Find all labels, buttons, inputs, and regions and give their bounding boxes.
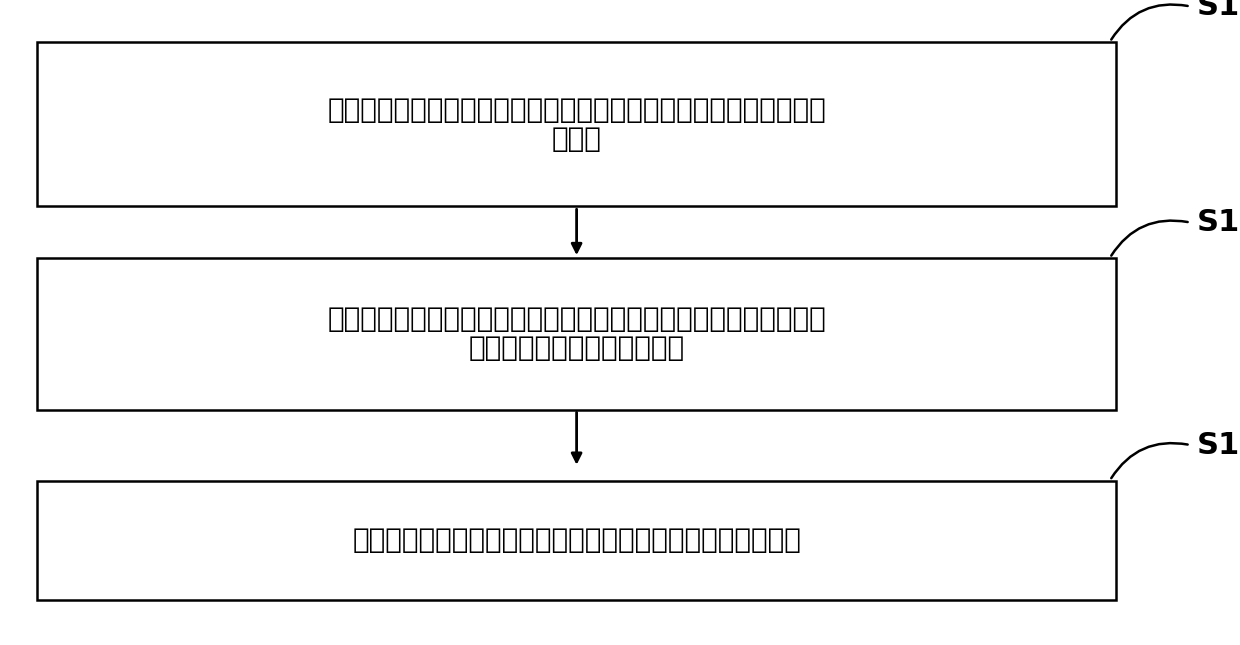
FancyBboxPatch shape [37,42,1116,206]
Text: S120: S120 [1197,208,1240,237]
FancyBboxPatch shape [37,481,1116,600]
Text: S130: S130 [1197,431,1240,459]
Text: 获取电机的当前转速，根据所述当前转速与设定最高转速确定电流环: 获取电机的当前转速，根据所述当前转速与设定最高转速确定电流环 [327,95,826,124]
Text: S110: S110 [1197,0,1240,21]
Text: 参考值: 参考值 [552,124,601,153]
Text: 获取电机的三相电流，根据所述三相电流及所述电流环参考值进行比: 获取电机的三相电流，根据所述三相电流及所述电流环参考值进行比 [327,305,826,333]
FancyBboxPatch shape [37,258,1116,410]
Text: 例积分运算得到电流环输出值: 例积分运算得到电流环输出值 [469,334,684,362]
Text: 根据所述电流环输出值确定用于控制电机转速的电机驱动信号: 根据所述电流环输出值确定用于控制电机转速的电机驱动信号 [352,526,801,554]
